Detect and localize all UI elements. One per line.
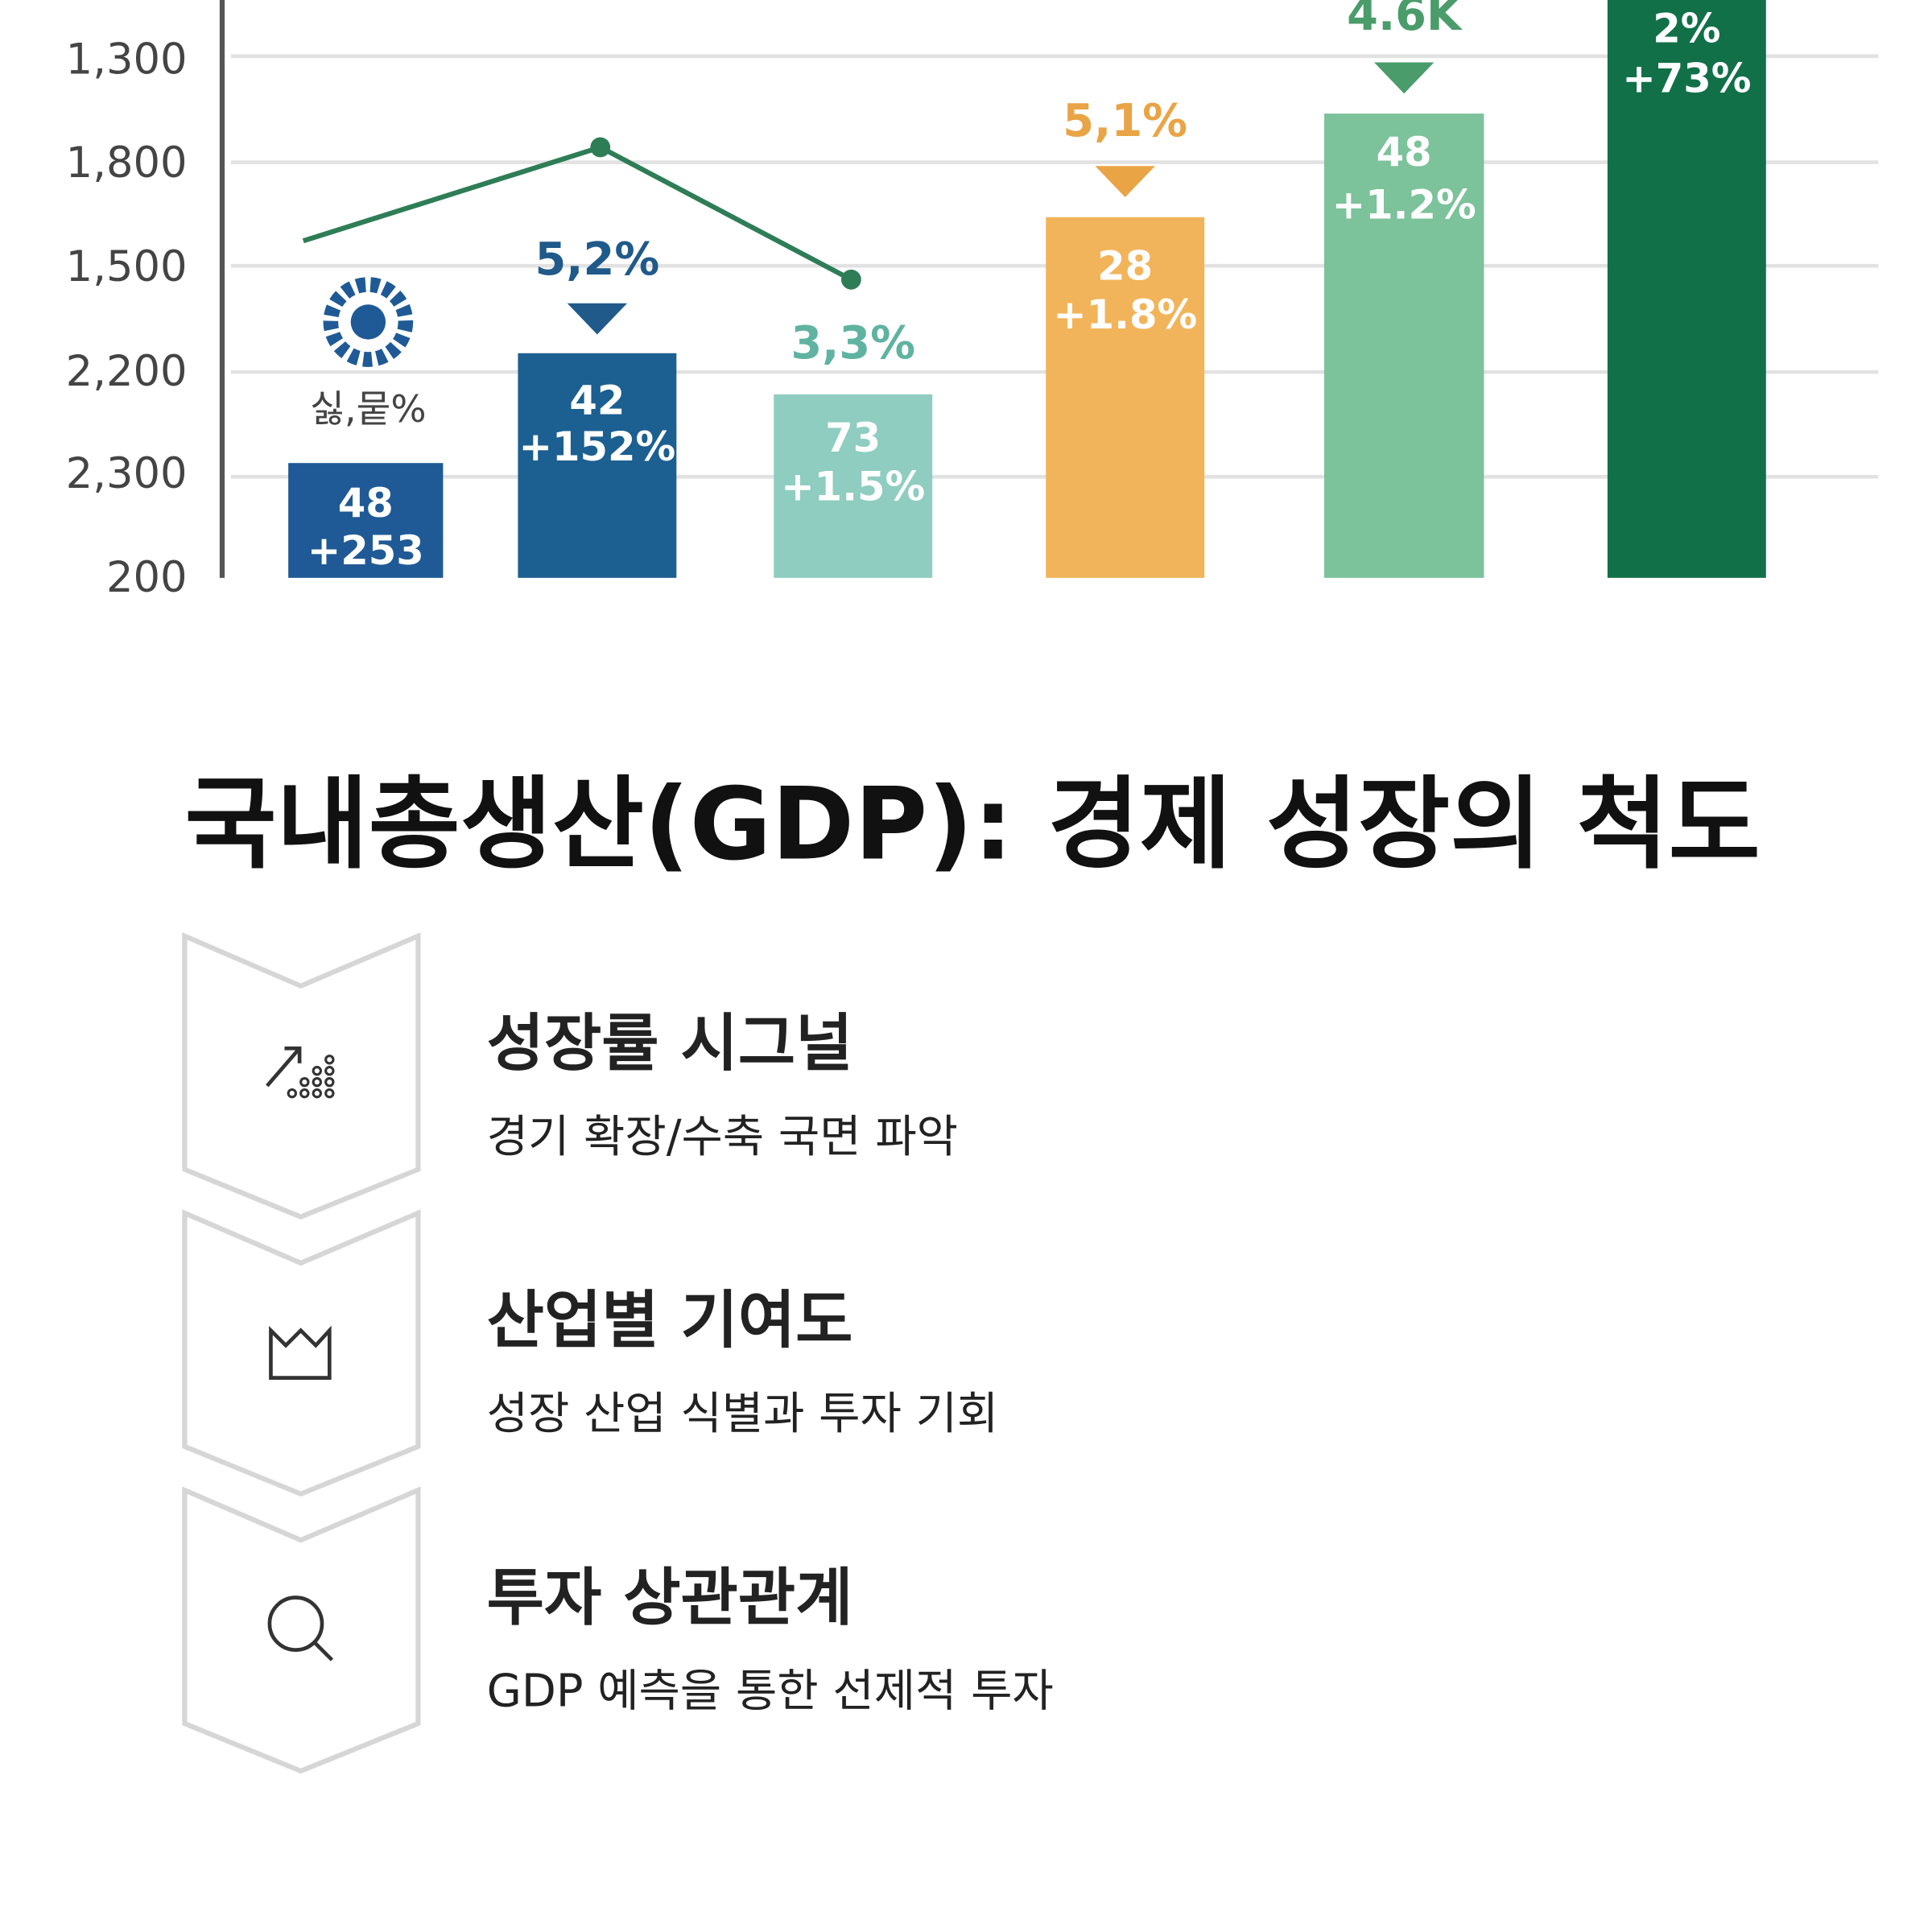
marker: [1373, 62, 1435, 94]
bar-top-label: 3,3%: [791, 317, 915, 369]
icon-dot: [324, 1088, 335, 1099]
axis-label: 2,200: [66, 347, 188, 396]
bar-change: +1.5%: [781, 464, 925, 510]
icon-dot: [287, 1088, 297, 1099]
axis-label: 1,300: [66, 35, 188, 84]
icon-search-handle: [313, 1641, 334, 1662]
icon-dot: [324, 1066, 335, 1076]
gear: [323, 277, 414, 367]
bar: [288, 463, 444, 578]
title: 국내총생산(GDP): 경제 성장의 척도: [184, 767, 1760, 883]
chevron: [182, 932, 421, 1220]
bar-value: 28: [1097, 242, 1153, 289]
bar-value: 48: [338, 480, 394, 526]
icon-dot: [312, 1066, 323, 1076]
bar-change: +253: [308, 527, 424, 574]
icon-dot: [312, 1076, 323, 1088]
bar-value: 2%: [1653, 6, 1720, 52]
icon-factory: [269, 1325, 332, 1380]
item-description: 경기 확장/수축 국면 파악: [487, 1111, 958, 1163]
icon-dot: [299, 1076, 310, 1088]
item-heading: 산업별 기여도: [487, 1285, 853, 1357]
item-description: GDP 예측을 통한 선제적 투자: [487, 1665, 1054, 1717]
axis-label: 1,800: [66, 138, 188, 188]
item-description: 성장 산업 식별과 투자 기회: [487, 1388, 999, 1440]
bar-value: 42: [569, 378, 625, 424]
marker: [567, 303, 628, 335]
icon-dot: [324, 1055, 335, 1065]
gear-core: [350, 304, 386, 340]
icon-caption: 싫,뭍%: [310, 387, 427, 431]
axis-label: 1,500: [66, 242, 188, 291]
axis-label: 200: [106, 553, 188, 602]
bar-change: +152%: [518, 423, 675, 470]
item-heading: 투자 상관관계: [487, 1562, 853, 1634]
bar-top-label: 5,2%: [535, 233, 659, 286]
bar-change: +1.8%: [1053, 291, 1197, 338]
bar: [1323, 114, 1484, 578]
trend-dot: [590, 137, 611, 158]
trend-dot: [840, 269, 861, 290]
bar-value: 73: [825, 415, 881, 461]
bar-value: 48: [1377, 129, 1432, 175]
bar-top-label: 4.6K: [1347, 0, 1463, 41]
chevron: [182, 1209, 421, 1497]
icon-dot: [324, 1076, 335, 1088]
axis-label: 2,300: [66, 449, 188, 498]
bar: [518, 353, 677, 578]
bar-change: +73%: [1622, 56, 1751, 102]
bar: [1607, 0, 1766, 578]
marker: [1095, 166, 1155, 197]
bar: [774, 394, 933, 578]
bar-top-label: 5,1%: [1063, 95, 1187, 147]
icon-search: [267, 1596, 324, 1652]
bar-change: +1.2%: [1332, 181, 1476, 228]
chevron: [182, 1486, 421, 1774]
icon-dot: [312, 1088, 323, 1099]
icon-dot: [299, 1088, 310, 1099]
bar: [1046, 217, 1205, 578]
icon-growth: [266, 1046, 302, 1088]
item-heading: 성장률 시그널: [487, 1007, 853, 1080]
